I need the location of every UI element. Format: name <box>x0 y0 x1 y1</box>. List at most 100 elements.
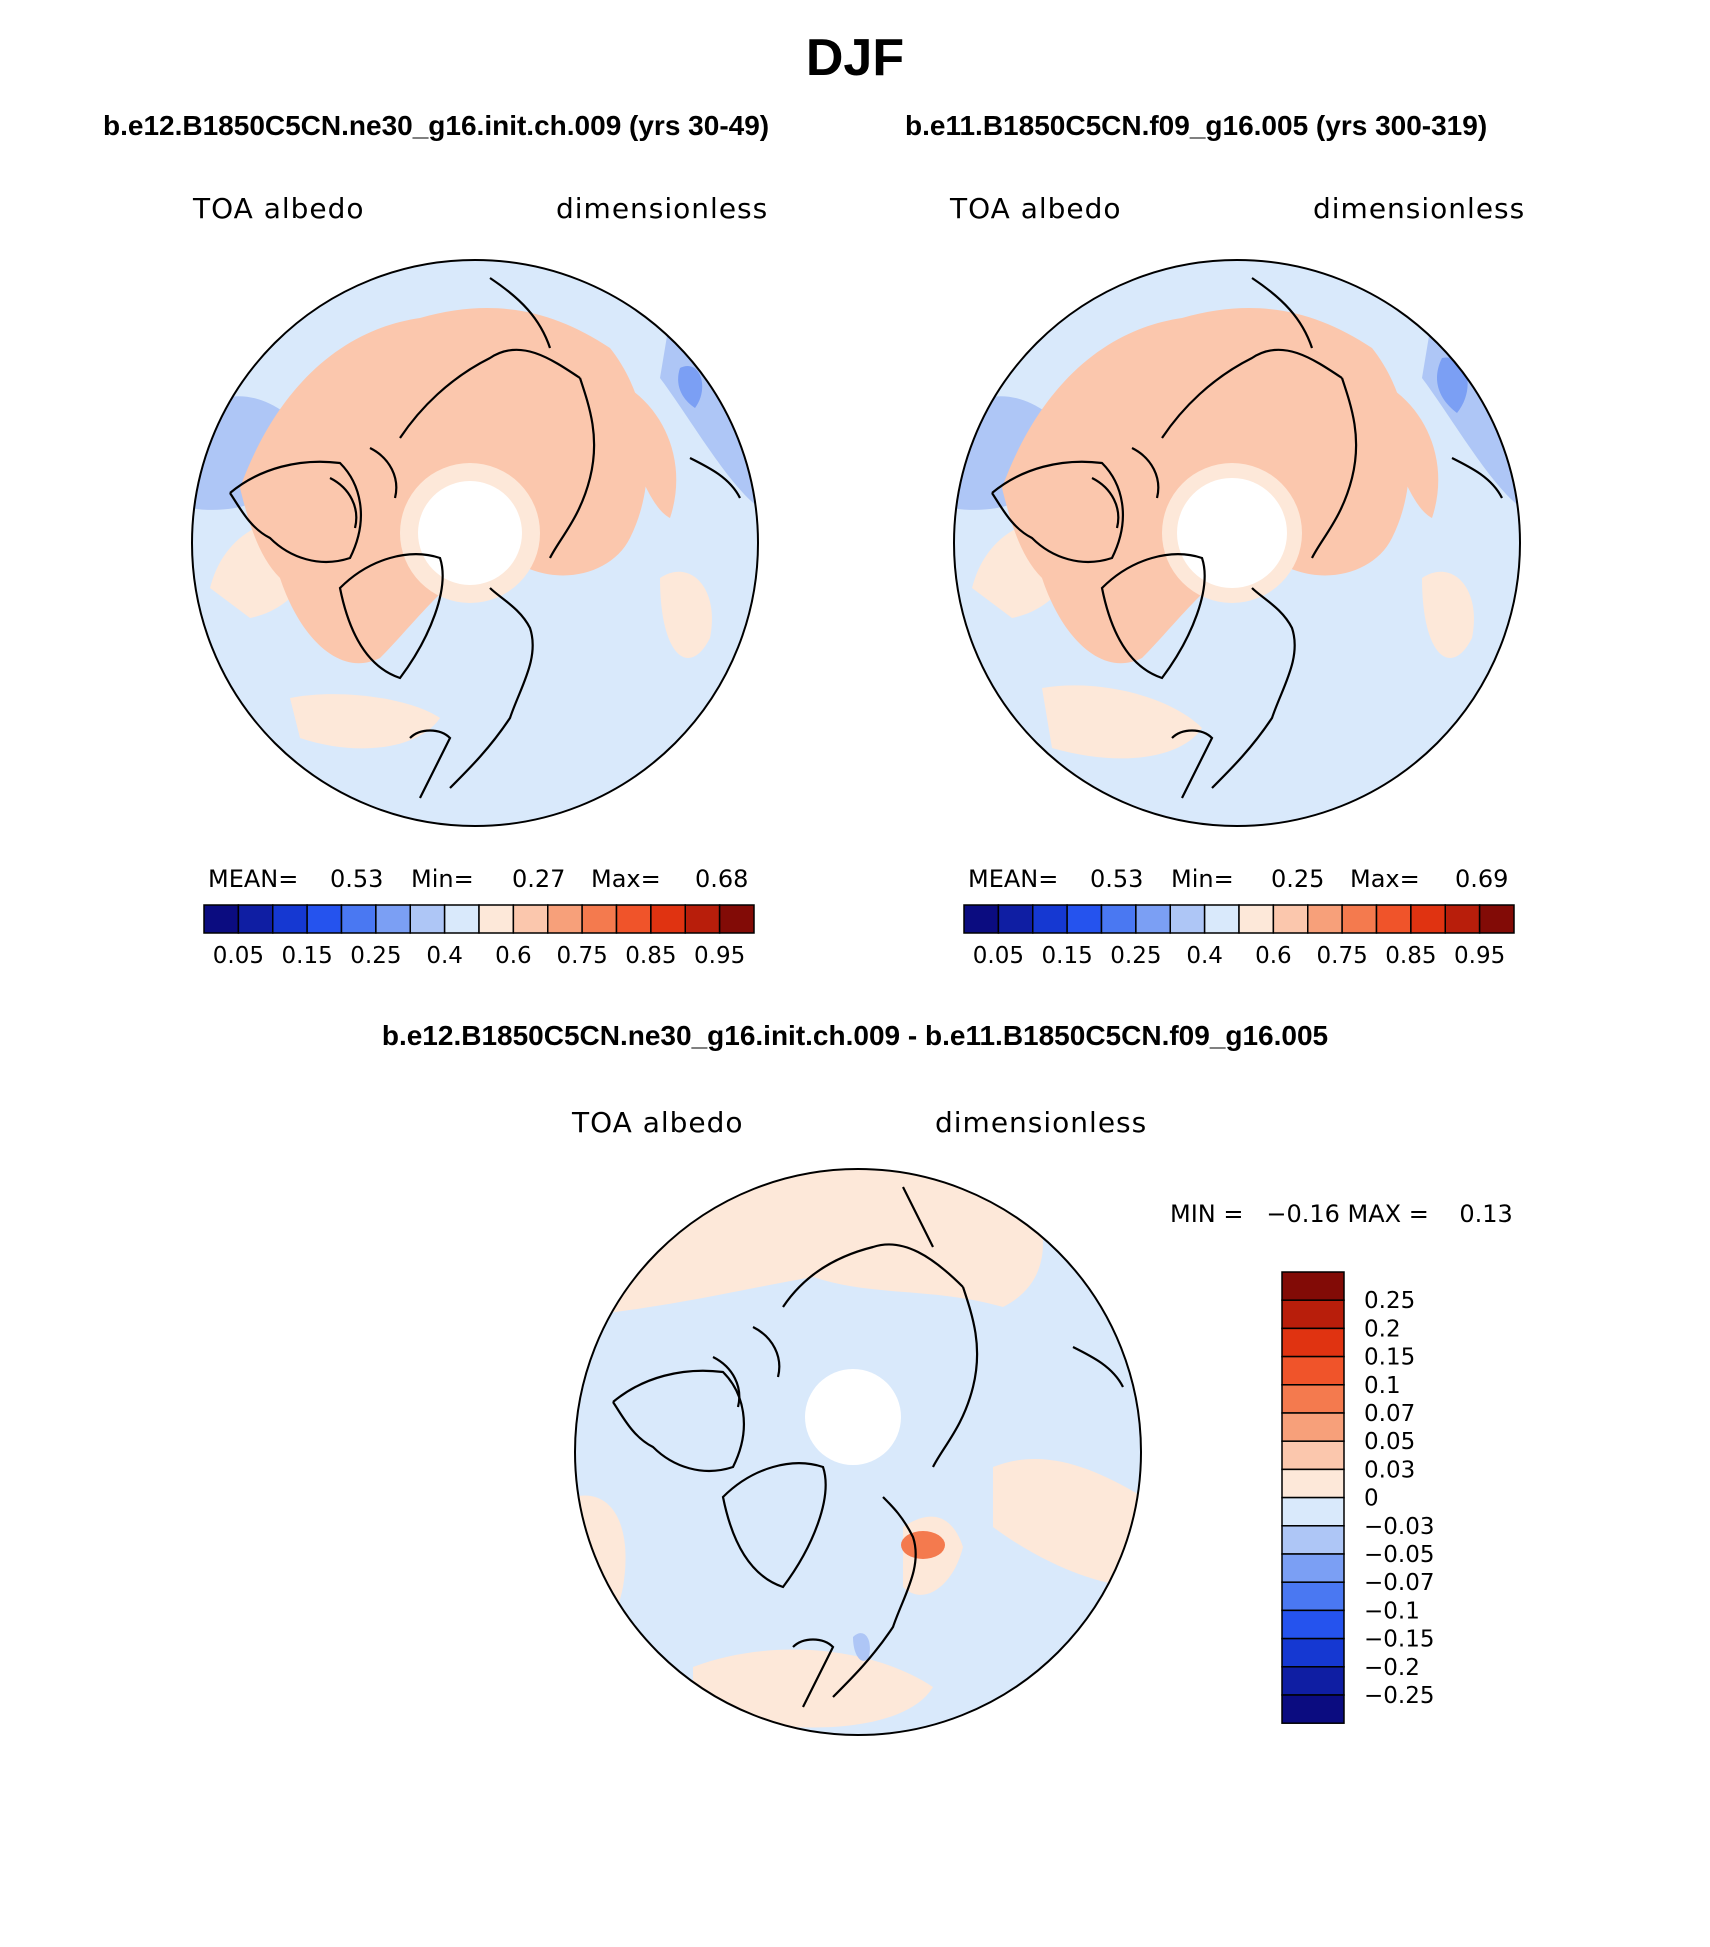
panel1-colorbar-box <box>547 904 583 934</box>
panel2-colorbar-tick: 0.95 <box>1454 943 1505 969</box>
panel2-colorbar-box <box>1444 904 1481 934</box>
difference-colorbar-box <box>1281 1412 1345 1442</box>
panel2-colorbar-tick: 0.4 <box>1186 943 1223 969</box>
difference-map <box>574 1168 1142 1736</box>
panel2-min-value: 0.25 <box>1271 865 1325 893</box>
difference-colorbar-tick: −0.03 <box>1364 1514 1434 1540</box>
difference-minmax: MIN = −0.16 MAX = 0.13 <box>1170 1200 1513 1228</box>
panel1-map <box>191 259 759 827</box>
difference-colorbar-box <box>1281 1355 1345 1386</box>
panel2-colorbar-box <box>1032 904 1068 934</box>
panel1-colorbar-box <box>375 904 411 934</box>
panel1-colorbar-tick: 0.95 <box>694 943 745 969</box>
panel1-colorbar-box <box>512 904 549 934</box>
panel2-min-label: Min= <box>1171 865 1234 893</box>
panel1-subtitle: b.e12.B1850C5CN.ne30_g16.init.ch.009 (yr… <box>103 110 770 141</box>
panel2-colorbar-box <box>1375 904 1412 934</box>
difference-colorbar-box <box>1281 1299 1345 1330</box>
panel2-subtitle: b.e11.B1850C5CN.f09_g16.005 (yrs 300-319… <box>905 110 1488 141</box>
panel1-colorbar: 0.05 0.15 0.25 0.4 0.6 0.75 0.85 0.95 <box>203 904 755 969</box>
panel1-map-border <box>191 259 759 827</box>
panel1-colorbar-box <box>443 904 480 934</box>
panel1-colorbar-box <box>340 904 377 934</box>
difference-variable-label: TOA albedo <box>572 1106 744 1139</box>
panel1-colorbar-tick: 0.85 <box>625 943 676 969</box>
difference-colorbar-tick: −0.07 <box>1364 1570 1434 1596</box>
panel2-max-label: Max= <box>1350 865 1420 893</box>
difference-colorbar-tick: 0 <box>1364 1486 1379 1512</box>
panel1-colorbar-tick: 0.75 <box>557 943 608 969</box>
panel1-min-label: Min= <box>411 865 474 893</box>
panel2-polar-hole <box>1177 478 1287 588</box>
panel1-colorbar-box <box>306 904 343 934</box>
panel2-colorbar-tick: 0.6 <box>1255 943 1292 969</box>
panel2-colorbar-box <box>1203 904 1240 934</box>
panel1-colorbar-tick: 0.6 <box>495 943 532 969</box>
panel2-colorbar: 0.05 0.15 0.25 0.4 0.6 0.75 0.85 0.95 <box>963 904 1515 969</box>
difference-colorbar-tick: −0.15 <box>1364 1627 1434 1653</box>
panel1-min-value: 0.27 <box>512 865 566 893</box>
panel2-colorbar-tick: 0.25 <box>1110 943 1161 969</box>
panel2-colorbar-tick: 0.85 <box>1385 943 1436 969</box>
panel2-map <box>953 259 1521 827</box>
difference-subtitle: b.e12.B1850C5CN.ne30_g16.init.ch.009 - b… <box>381 1020 1329 1051</box>
panel2-colorbar-tick: 0.05 <box>973 943 1024 969</box>
difference-colorbar-tick: 0.07 <box>1364 1401 1415 1427</box>
panel2-variable-label: TOA albedo <box>950 192 1122 225</box>
panel1-colorbar-box <box>650 904 686 934</box>
difference-polar-hole <box>805 1369 901 1465</box>
panel2-colorbar-box <box>1135 904 1171 934</box>
panel1-colorbar-tick: 0.15 <box>282 943 333 969</box>
panel1-mean-label: MEAN= <box>208 865 299 893</box>
panel2-colorbar-box <box>997 904 1034 934</box>
difference-colorbar-box <box>1281 1271 1345 1301</box>
panel1-map-fill <box>192 260 758 826</box>
panel2-colorbar-box <box>1100 904 1137 934</box>
difference-colorbar-box <box>1281 1525 1345 1555</box>
panel2-colorbar-box <box>1410 904 1446 934</box>
difference-colorbar-box <box>1281 1609 1345 1640</box>
panel2-units-label: dimensionless <box>1313 192 1526 225</box>
panel1-colorbar-box <box>718 904 755 934</box>
difference-colorbar-tick: 0.05 <box>1364 1429 1415 1455</box>
difference-colorbar-tick: 0.2 <box>1364 1316 1401 1342</box>
difference-colorbar-tick: −0.05 <box>1364 1542 1434 1568</box>
panel2-colorbar-box <box>963 904 1000 934</box>
panel2-colorbar-box <box>1341 904 1378 934</box>
difference-colorbar-box <box>1281 1384 1345 1414</box>
difference-colorbar-box <box>1281 1666 1345 1696</box>
panel1-coastlines <box>229 277 741 799</box>
panel1-colorbar-box <box>615 904 652 934</box>
panel2-colorbar-tick: 0.15 <box>1042 943 1093 969</box>
panel1-variable-label: TOA albedo <box>193 192 365 225</box>
difference-colorbar-box <box>1281 1553 1345 1583</box>
difference-colorbar-box <box>1281 1327 1345 1358</box>
panel2-colorbar-box <box>1238 904 1275 934</box>
difference-colorbar-tick: 0.1 <box>1364 1373 1401 1399</box>
panel2-colorbar-box <box>1066 904 1103 934</box>
panel1-mean-value: 0.53 <box>330 865 384 893</box>
difference-colorbar-box <box>1281 1440 1345 1471</box>
panel1-colorbar-tick: 0.4 <box>426 943 463 969</box>
panel1-max-value: 0.68 <box>695 865 749 893</box>
panel2-colorbar-box <box>1307 904 1343 934</box>
panel2-mean-value: 0.53 <box>1090 865 1144 893</box>
difference-colorbar-box <box>1281 1694 1345 1724</box>
figure-title: DJF <box>805 29 905 87</box>
difference-colorbar-tick: −0.25 <box>1364 1683 1434 1709</box>
difference-colorbar-tick: −0.1 <box>1364 1598 1420 1624</box>
panel1-colorbar-box <box>684 904 721 934</box>
difference-colorbar-tick: −0.2 <box>1364 1655 1420 1681</box>
difference-colorbar-tick: 0.25 <box>1364 1288 1415 1314</box>
difference-colorbar-tick: 0.03 <box>1364 1457 1415 1483</box>
panel1-units-label: dimensionless <box>556 192 769 225</box>
panel1-colorbar-box <box>581 904 618 934</box>
difference-colorbar-box <box>1281 1637 1345 1668</box>
difference-colorbar-tick: 0.15 <box>1364 1345 1415 1371</box>
panel1-colorbar-tick: 0.25 <box>350 943 401 969</box>
panel2-map-fill <box>954 260 1520 826</box>
panel1-max-label: Max= <box>591 865 661 893</box>
panel2-map-border <box>953 259 1521 827</box>
panel1-colorbar-box <box>478 904 515 934</box>
difference-map-border <box>574 1168 1142 1736</box>
